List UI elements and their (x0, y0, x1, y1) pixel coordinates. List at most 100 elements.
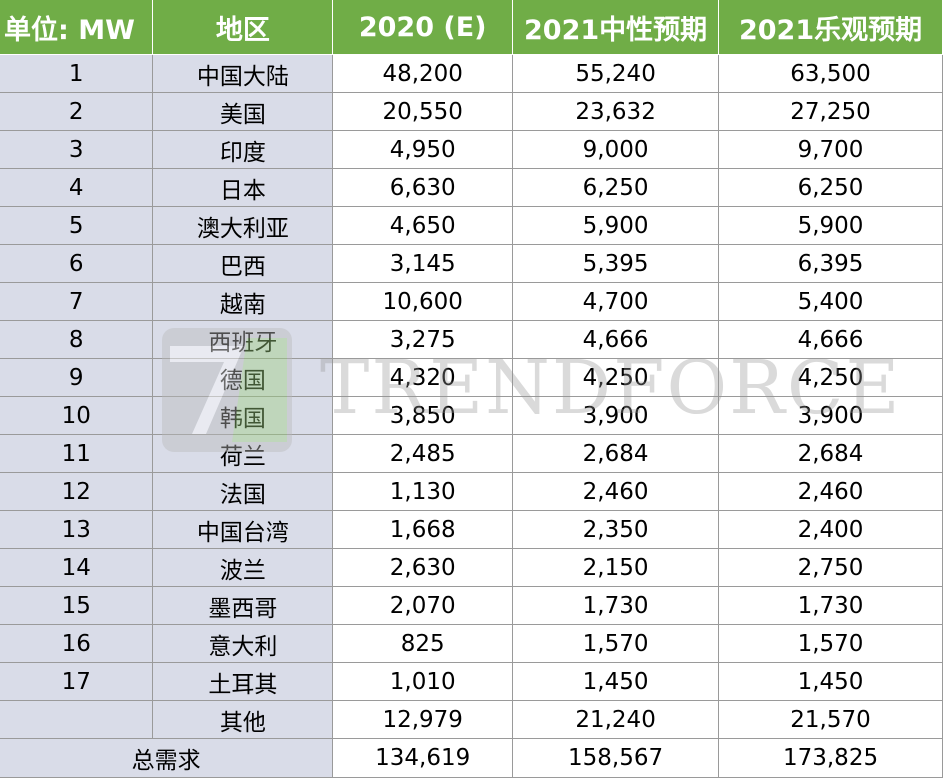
year2020-header: 2020 (E) (332, 0, 514, 55)
neutral2021-header: 2021中性预期 (512, 0, 720, 55)
value-2020-cell: 3,275 (332, 320, 514, 359)
region-cell: 西班牙 (152, 320, 334, 359)
table-row: 1 中国大陆 48,200 55,240 63,500 (0, 54, 943, 93)
rank-cell: 14 (0, 548, 154, 587)
region-cell: 印度 (152, 130, 334, 169)
value-optimistic-cell: 1,730 (718, 586, 943, 625)
region-cell: 波兰 (152, 548, 334, 587)
table-row: 13 中国台湾 1,668 2,350 2,400 (0, 510, 943, 549)
rank-cell: 10 (0, 396, 154, 435)
rank-cell: 1 (0, 54, 154, 93)
table-row: 7 越南 10,600 4,700 5,400 (0, 282, 943, 321)
value-optimistic-cell: 6,395 (718, 244, 943, 283)
region-header: 地区 (152, 0, 334, 55)
total-optimistic: 173,825 (718, 738, 943, 778)
value-neutral-cell: 1,570 (512, 624, 720, 663)
value-2020-cell: 2,070 (332, 586, 514, 625)
rank-cell: 3 (0, 130, 154, 169)
value-optimistic-cell: 2,750 (718, 548, 943, 587)
value-2020-cell: 825 (332, 624, 514, 663)
value-neutral-cell: 9,000 (512, 130, 720, 169)
value-neutral-cell: 2,460 (512, 472, 720, 511)
value-2020-cell: 3,850 (332, 396, 514, 435)
unit-header: 单位: MW (0, 0, 154, 55)
table-row: 11 荷兰 2,485 2,684 2,684 (0, 434, 943, 473)
region-cell: 法国 (152, 472, 334, 511)
table-row-total: 总需求 134,619 158,567 173,825 (0, 738, 943, 778)
region-cell: 日本 (152, 168, 334, 207)
value-2020-cell: 2,630 (332, 548, 514, 587)
table-row: 14 波兰 2,630 2,150 2,750 (0, 548, 943, 587)
region-cell: 巴西 (152, 244, 334, 283)
rank-cell: 5 (0, 206, 154, 245)
region-cell: 德国 (152, 358, 334, 397)
value-optimistic-cell: 2,460 (718, 472, 943, 511)
value-optimistic-cell: 1,450 (718, 662, 943, 701)
value-2020-cell: 2,485 (332, 434, 514, 473)
value-2020-cell: 4,320 (332, 358, 514, 397)
value-neutral-cell: 3,900 (512, 396, 720, 435)
value-neutral-cell: 1,730 (512, 586, 720, 625)
value-optimistic-cell: 5,400 (718, 282, 943, 321)
value-optimistic-cell: 3,900 (718, 396, 943, 435)
table-row: 8 西班牙 3,275 4,666 4,666 (0, 320, 943, 359)
region-cell: 澳大利亚 (152, 206, 334, 245)
table-row: 15 墨西哥 2,070 1,730 1,730 (0, 586, 943, 625)
table-row: 5 澳大利亚 4,650 5,900 5,900 (0, 206, 943, 245)
value-2020-cell: 4,950 (332, 130, 514, 169)
table-row: 6 巴西 3,145 5,395 6,395 (0, 244, 943, 283)
rank-cell: 8 (0, 320, 154, 359)
value-2020-cell: 1,668 (332, 510, 514, 549)
value-neutral-cell: 2,150 (512, 548, 720, 587)
value-neutral-cell: 5,900 (512, 206, 720, 245)
value-optimistic-cell: 63,500 (718, 54, 943, 93)
value-optimistic-cell: 2,400 (718, 510, 943, 549)
value-neutral-cell: 6,250 (512, 168, 720, 207)
total-2020: 134,619 (332, 738, 514, 778)
region-cell: 美国 (152, 92, 334, 131)
value-optimistic-cell: 27,250 (718, 92, 943, 131)
rank-cell: 16 (0, 624, 154, 663)
value-optimistic-cell: 4,666 (718, 320, 943, 359)
value-neutral-cell: 5,395 (512, 244, 720, 283)
region-cell: 中国台湾 (152, 510, 334, 549)
value-2020-cell: 1,130 (332, 472, 514, 511)
value-optimistic-cell: 9,700 (718, 130, 943, 169)
region-cell: 韩国 (152, 396, 334, 435)
value-2020-cell: 6,630 (332, 168, 514, 207)
rank-cell: 11 (0, 434, 154, 473)
region-cell: 中国大陆 (152, 54, 334, 93)
value-neutral-cell: 2,684 (512, 434, 720, 473)
rank-cell: 12 (0, 472, 154, 511)
total-label: 总需求 (0, 738, 334, 778)
rank-cell: 4 (0, 168, 154, 207)
rank-cell: 15 (0, 586, 154, 625)
value-neutral-cell: 4,666 (512, 320, 720, 359)
table-row: 3 印度 4,950 9,000 9,700 (0, 130, 943, 169)
rank-cell: 7 (0, 282, 154, 321)
region-cell: 越南 (152, 282, 334, 321)
region-cell: 荷兰 (152, 434, 334, 473)
value-2020-cell: 1,010 (332, 662, 514, 701)
value-neutral-cell: 2,350 (512, 510, 720, 549)
value-neutral-cell: 23,632 (512, 92, 720, 131)
table-row: 9 德国 4,320 4,250 4,250 (0, 358, 943, 397)
other-neutral: 21,240 (512, 700, 720, 739)
other-label: 其他 (152, 700, 334, 739)
table-row: 4 日本 6,630 6,250 6,250 (0, 168, 943, 207)
rank-cell: 6 (0, 244, 154, 283)
rank-cell: 17 (0, 662, 154, 701)
table-row-other: 其他 12,979 21,240 21,570 (0, 700, 943, 739)
other-2020: 12,979 (332, 700, 514, 739)
value-2020-cell: 48,200 (332, 54, 514, 93)
rank-cell: 2 (0, 92, 154, 131)
value-neutral-cell: 4,700 (512, 282, 720, 321)
region-cell: 土耳其 (152, 662, 334, 701)
value-2020-cell: 4,650 (332, 206, 514, 245)
value-optimistic-cell: 1,570 (718, 624, 943, 663)
optimistic2021-header: 2021乐观预期 (718, 0, 943, 55)
region-cell: 意大利 (152, 624, 334, 663)
value-optimistic-cell: 5,900 (718, 206, 943, 245)
rank-cell: 13 (0, 510, 154, 549)
